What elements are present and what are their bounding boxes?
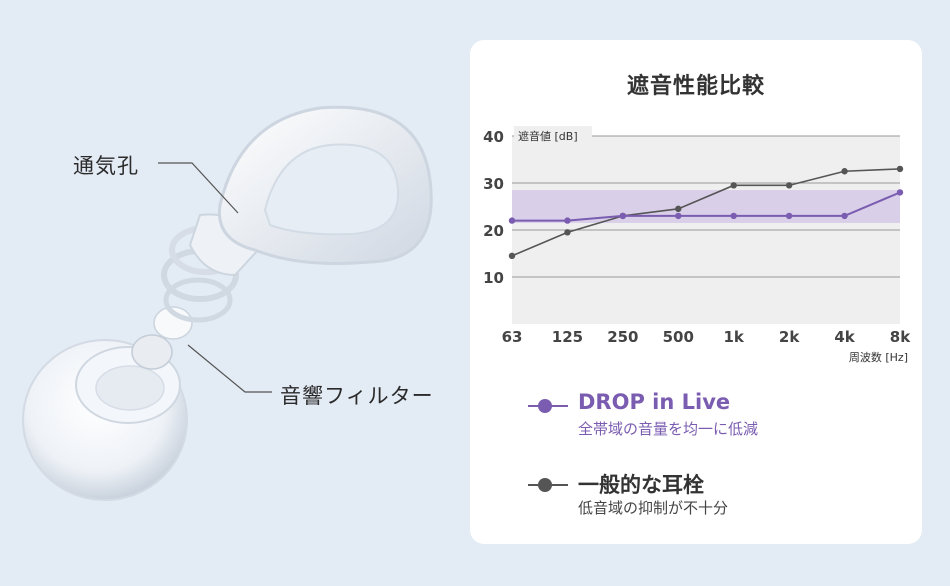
x-axis-label: 周波数 [Hz] xyxy=(849,351,908,364)
legend-name: 一般的な耳栓 xyxy=(578,473,704,497)
legend-dot xyxy=(538,478,552,492)
legend-desc: 低音域の抑制が不十分 xyxy=(578,499,729,517)
series-point xyxy=(564,217,571,224)
series-point xyxy=(619,212,627,220)
x-tick-label: 4k xyxy=(834,328,855,346)
series-point xyxy=(785,212,793,220)
series-line-1 xyxy=(511,168,901,257)
y-tick-label: 20 xyxy=(483,222,504,240)
y-tick-label: 30 xyxy=(483,175,504,193)
x-tick-label: 1k xyxy=(724,328,745,346)
earplug-illustration xyxy=(22,105,433,501)
series-point xyxy=(675,205,682,213)
x-tick-label: 125 xyxy=(552,328,583,346)
legend-desc: 全帯域の音量を均一に低減 xyxy=(578,420,759,438)
series-point xyxy=(564,229,571,236)
sound-isolation-chart: 10 20 30 40 遮音値 [dB] 63 125 250 500 1k 2k 4k 8k 周波数 [… xyxy=(483,126,911,364)
series-point xyxy=(896,189,904,196)
x-tick-label: 250 xyxy=(607,328,638,346)
drop-band xyxy=(512,190,900,223)
chart-title: 遮音性能比較 xyxy=(626,74,765,99)
y-tick-label: 40 xyxy=(483,128,504,146)
x-tick-label: 500 xyxy=(663,328,694,346)
legend-name: DROP in Live xyxy=(578,390,731,414)
series-point xyxy=(785,182,793,189)
series-point xyxy=(730,182,737,189)
x-tick-label: 63 xyxy=(502,328,523,346)
x-tick-label: 2k xyxy=(779,328,800,346)
y-axis-label: 遮音値 [dB] xyxy=(518,129,578,143)
series-line-0 xyxy=(512,191,901,222)
legend-dot xyxy=(538,399,552,413)
loop xyxy=(217,105,433,265)
comparison-card: 遮音性能比較 10 20 30 40 遮音値 [dB] 63 125 250 500 1k 2k 4k… xyxy=(470,40,922,544)
series-point xyxy=(508,217,516,224)
y-tick-label: 10 xyxy=(483,269,504,287)
series-point xyxy=(841,168,848,175)
series-point xyxy=(675,212,682,220)
x-tick-label: 8k xyxy=(890,328,911,346)
ylabel-bg xyxy=(514,126,592,144)
series-point xyxy=(841,212,848,220)
vent-label: 通気孔 xyxy=(73,154,139,178)
series-point xyxy=(508,252,516,260)
series-point xyxy=(730,212,737,220)
series-point xyxy=(896,165,904,173)
filter-label: 音響フィルター xyxy=(280,384,434,408)
